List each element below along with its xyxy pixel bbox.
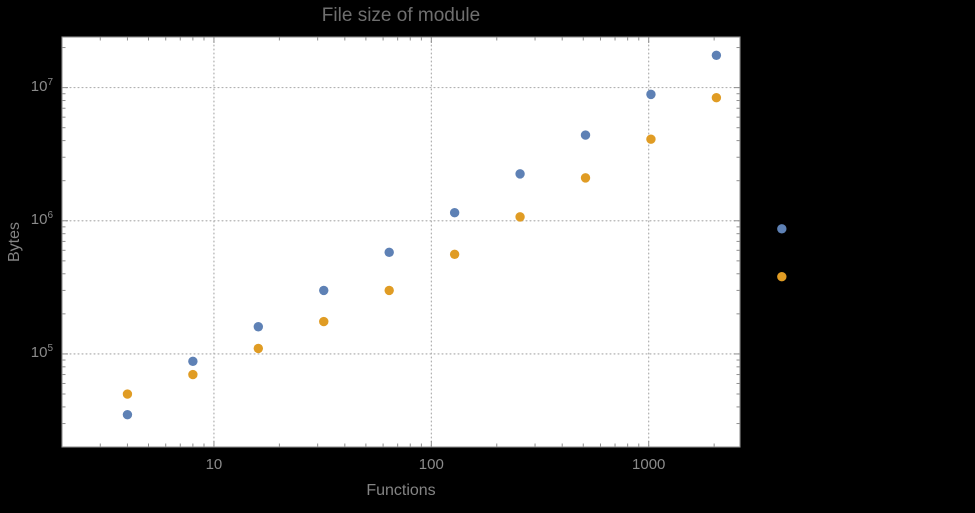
data-point-series-blue [253,322,264,332]
data-point-series-orange [777,272,787,282]
data-point-series-orange [188,369,198,380]
y-tick-label: 106 [30,209,53,228]
y-tick-label: 105 [30,342,53,361]
data-point-series-blue [646,89,656,100]
data-point-series-blue [188,356,198,367]
plot-area [62,37,740,447]
data-point-series-orange [580,173,591,183]
chart-title: File size of module [321,5,481,26]
y-tick-label: 107 [30,76,53,95]
data-point-series-blue [580,130,591,140]
data-point-series-orange [646,134,656,144]
data-point-series-orange [711,93,722,103]
data-point-series-orange [449,249,460,260]
data-point-series-blue [384,247,394,257]
x-tick-label: 1000 [632,456,666,473]
data-point-series-orange [319,316,329,327]
data-point-series-blue [711,50,722,60]
data-point-series-blue [777,224,787,234]
x-tick-label: 10 [205,456,223,473]
data-point-series-blue [122,409,133,420]
data-point-series-blue [319,285,329,296]
data-point-series-orange [122,389,133,399]
data-point-series-blue [449,207,460,218]
x-axis-label: Functions [366,482,436,499]
data-point-series-orange [384,285,394,296]
data-point-series-orange [515,212,525,222]
data-point-series-orange [253,343,264,354]
plot-frame [61,36,741,448]
x-tick-label: 100 [418,456,444,473]
data-point-series-blue [515,169,525,179]
